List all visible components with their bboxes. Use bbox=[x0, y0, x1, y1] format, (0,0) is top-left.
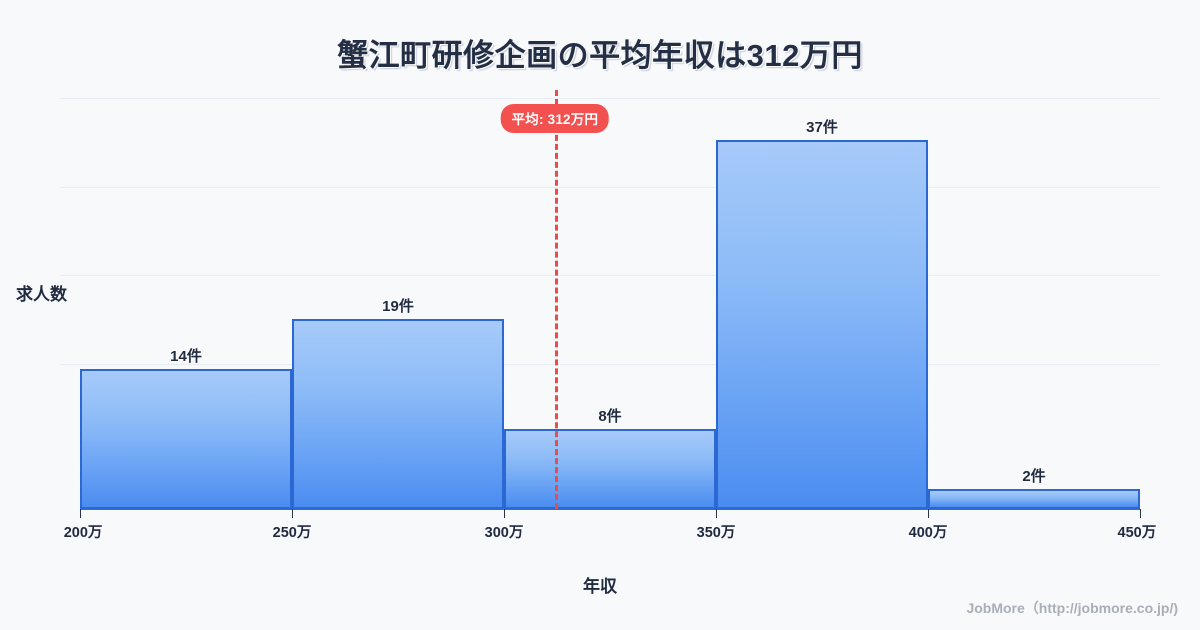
gridline bbox=[60, 98, 1160, 99]
x-axis-tick-label: 200万 bbox=[63, 525, 103, 541]
gridline bbox=[60, 187, 1160, 188]
x-axis-tick-label: 250万 bbox=[272, 525, 312, 541]
histogram-bar bbox=[716, 139, 928, 509]
plot-area bbox=[60, 90, 1160, 510]
y-axis-title: 求人数 bbox=[16, 285, 67, 304]
gridline bbox=[60, 364, 1160, 365]
x-axis-tick bbox=[292, 509, 293, 518]
average-badge: 平均: 312万円 bbox=[500, 104, 610, 133]
x-axis-tick bbox=[80, 509, 81, 518]
x-axis-tick bbox=[928, 509, 929, 518]
bar-value-label: 37件 bbox=[806, 118, 838, 136]
bar-value-label: 14件 bbox=[170, 348, 202, 366]
bar-value-label: 2件 bbox=[1022, 468, 1046, 486]
histogram-bar bbox=[80, 369, 292, 509]
x-axis-tick bbox=[504, 509, 505, 518]
x-axis-title: 年収 bbox=[583, 577, 617, 596]
bar-value-label: 19件 bbox=[382, 298, 414, 316]
x-axis-tick-label: 450万 bbox=[1117, 525, 1157, 541]
x-axis-tick-label: 300万 bbox=[484, 525, 524, 541]
x-axis-tick bbox=[1140, 509, 1141, 518]
chart-title: 蟹江町研修企画の平均年収は312万円 bbox=[337, 38, 863, 73]
x-axis-line bbox=[80, 508, 1140, 510]
histogram-bar bbox=[928, 489, 1140, 509]
average-line bbox=[554, 90, 558, 509]
x-axis-tick-label: 350万 bbox=[696, 525, 736, 541]
bar-value-label: 8件 bbox=[598, 408, 622, 426]
histogram-bar bbox=[504, 429, 716, 509]
gridline bbox=[60, 275, 1160, 276]
x-axis-tick bbox=[716, 509, 717, 518]
histogram-bar bbox=[292, 319, 504, 509]
footer-credit: JobMore（http://jobmore.co.jp/) bbox=[966, 600, 1178, 616]
x-axis-tick-label: 400万 bbox=[908, 525, 948, 541]
